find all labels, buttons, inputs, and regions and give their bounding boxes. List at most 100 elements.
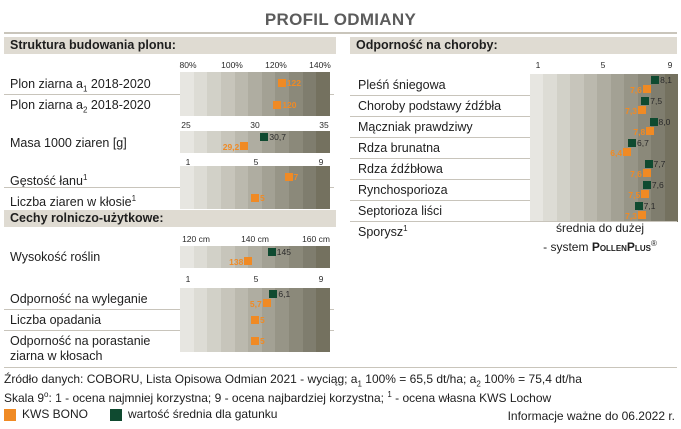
disease-label: Rdza brunatna [358,141,441,155]
legend: KWS BONO wartość średnia dla gatunku [4,407,277,422]
bar-segment [570,74,584,96]
bar-segment [248,166,262,188]
variety-marker [251,316,259,324]
bar-segment [193,288,208,310]
disease-bar: 7,6 7,5 [530,179,678,201]
variety-marker [277,79,286,87]
bar-sprouting-resistance: 5 [180,330,331,352]
bar-segment [234,187,249,209]
bar-segment [302,330,317,352]
bar-segment [248,131,262,153]
scale-tick: 1 [185,274,191,284]
scale-tick: 25 [181,120,191,130]
bar-segment [193,94,208,116]
bar-segment [193,166,208,188]
bar-segment [556,95,571,117]
bar-segment [316,94,331,116]
bar-segment [207,288,221,310]
bar-segment [543,74,557,96]
variety-marker [646,127,655,135]
variety-marker [244,257,253,265]
label-subscript: 1 [82,84,88,94]
footer-scale-note: Skala 9o: 1 - ocena najmniej korzystna; … [4,387,551,406]
source-text: 100% = 65,5 dt/ha; a [361,372,477,386]
section-header-disease-resistance: Odporność na choroby: [350,37,677,54]
bar-segment [207,131,221,153]
scale-tick: 9 [318,157,324,167]
bar-segment [624,200,638,222]
bar-segment [193,131,208,153]
variety-marker [251,194,259,202]
variety-value-label: 7,8 [633,127,646,137]
bar-segment [207,246,221,268]
bar-falling-number: 5 [180,309,331,331]
bar-segment [261,166,276,188]
variety-marker [642,169,651,177]
bar-segment [570,200,584,222]
bar-yield-a2: 120 [180,94,331,116]
variety-value-label: 6,4 [610,148,623,158]
bar-segment [316,72,331,94]
label-line: ziarna w kłosach [10,349,103,363]
bar-segment [664,200,678,222]
bar-segment [193,187,208,209]
bar-segment [289,309,303,331]
average-value-label: 7,1 [643,201,656,211]
variety-marker [641,190,650,198]
variety-marker [623,148,632,156]
nine-point-scale-2: 1 5 9 [180,274,330,284]
variety-value-label: 7 [293,172,299,182]
bar-segment [583,74,598,96]
bar-segment [234,72,249,94]
bar-segment [597,200,611,222]
bar-yield-a1: 122 [180,72,331,94]
average-value-label: 145 [276,247,291,257]
page-title: PROFIL ODMIANY [264,10,417,29]
bar-segment [180,166,194,188]
bar-segment [556,74,571,96]
bar-segment [570,116,584,138]
bar-segment [289,166,303,188]
bar-segment [302,309,317,331]
bar-segment [261,187,276,209]
registered-mark: ® [650,239,657,248]
bar-segment [261,330,276,352]
bar-segment [530,74,544,96]
bar-lodging-resistance: 6,1 5,7 [180,288,331,310]
bar-segment [556,158,571,180]
scale-tick: 5 [253,157,259,167]
bar-segment [556,116,571,138]
variety-value-label: 7,3 [625,106,637,116]
mass-scale: 25 30 35 [180,120,330,130]
validity-note: Informacje ważne do 06.2022 r. [507,409,675,423]
bar-segment [624,179,638,201]
bar-segment [597,116,611,138]
bar-segment [180,309,194,331]
bar-segment [556,179,571,201]
bar-segment [220,131,235,153]
variety-marker [637,106,646,114]
bar-segment [583,200,598,222]
disease-label: Choroby podstawy źdźbła [358,99,502,113]
scale-tick: 5 [600,60,606,70]
row-label-plant-height: Wysokość roślin [10,250,101,264]
bar-segment [261,309,276,331]
bar-segment [193,246,208,268]
bar-segment [302,166,317,188]
bar-segment [570,158,584,180]
bar-segment [289,187,303,209]
label-text: Plon ziarna a [10,77,83,91]
row-divider [4,309,334,310]
disease-bar: 6,7 6,4 [530,137,678,159]
variety-marker [262,299,271,307]
average-value-label: 7,6 [651,180,664,190]
source-sub: 1 [357,379,362,389]
bar-segment [651,137,665,159]
bar-segment [248,288,262,310]
bar-segment [302,94,317,116]
bar-segment [248,94,262,116]
average-marker [260,133,269,141]
scale-tick: 1 [535,60,541,70]
bar-segment [234,166,249,188]
variety-value-label: 122 [286,78,301,88]
